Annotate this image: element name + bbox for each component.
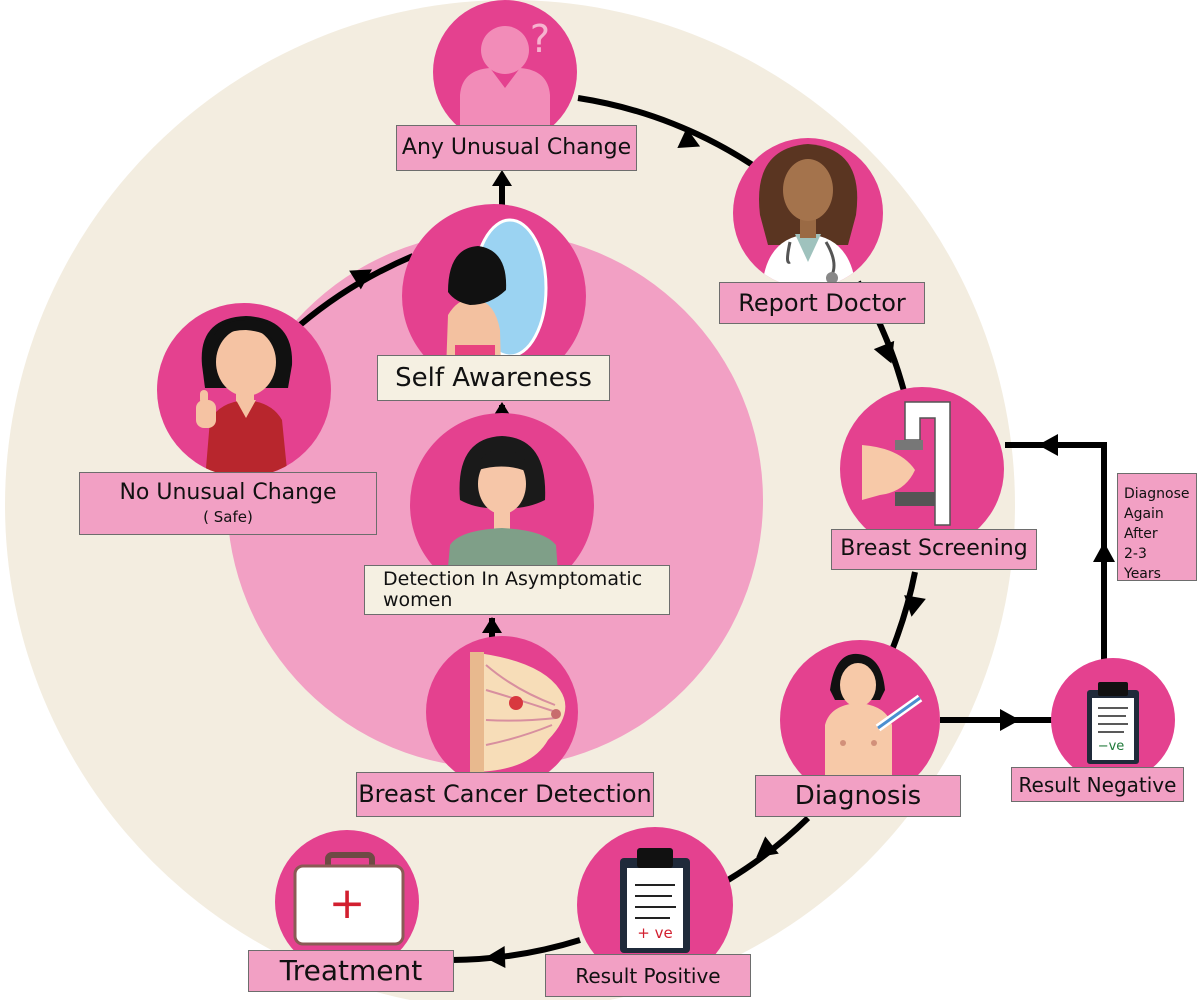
arrow-to-self-awareness [349, 269, 372, 290]
thumbs-up-woman-icon [196, 316, 293, 477]
arrowheads [349, 128, 1115, 968]
arrow-to-report-doctor [677, 128, 701, 148]
result-negative-node: −ve [1051, 658, 1175, 782]
note-line-2: Again [1124, 506, 1164, 522]
result-positive-text: Result Positive [575, 963, 721, 988]
breast-screening-node [840, 387, 1004, 551]
doctor-icon [759, 144, 858, 288]
self-awareness-text: Self Awareness [395, 362, 592, 393]
treatment-node: + [275, 830, 419, 974]
note-line-4: 2-3 [1124, 546, 1147, 562]
any-unusual-change-label: Any Unusual Change [396, 125, 637, 171]
clipboard-negative-icon [1087, 682, 1139, 764]
biopsy-patient-icon [825, 653, 923, 780]
diagnose-again-note: Diagnose Again After 2-3 Years [1117, 473, 1197, 582]
diagnosis-node [780, 640, 940, 800]
note-line-3: After [1124, 526, 1158, 542]
arrow-to-result-negative [1000, 709, 1020, 731]
result-negative-label: Result Negative [1011, 767, 1184, 802]
breast-cancer-detection-text: Breast Cancer Detection [358, 780, 652, 809]
arrow-to-diagnosis [904, 595, 926, 617]
arrow-to-screening-loop [1038, 434, 1058, 456]
note-line-1: Diagnose [1124, 486, 1190, 502]
treatment-text: Treatment [279, 953, 423, 987]
arrow-to-result-positive [756, 836, 779, 858]
treatment-label: Treatment [248, 950, 454, 992]
negative-result-text: −ve [1098, 739, 1125, 754]
diagnosis-text: Diagnosis [794, 780, 922, 811]
result-negative-text: Result Negative [1018, 772, 1177, 797]
any-unusual-change-text: Any Unusual Change [401, 134, 632, 160]
no-unusual-change-label: No Unusual Change ( Safe) [79, 472, 377, 535]
any-unusual-change-node: ? [433, 0, 577, 144]
breast-screening-text: Breast Screening [840, 536, 1028, 562]
no-unusual-change-node [157, 303, 331, 477]
asymptomatic-detection-text: Detection In Asymptomatic women [383, 568, 643, 611]
clipboard-positive-icon [620, 848, 690, 953]
report-doctor-node [733, 138, 883, 288]
note-line-5: Years [1124, 566, 1161, 582]
arrow-to-breast-screening [873, 340, 895, 364]
positive-result-text: + ve [637, 924, 672, 942]
diagnosis-label: Diagnosis [755, 775, 961, 817]
breast-anatomy-icon [470, 652, 566, 772]
asymptomatic-detection-label: Detection In Asymptomatic women [364, 565, 670, 615]
result-positive-label: Result Positive [545, 954, 751, 997]
question-mark-icon: ? [530, 17, 550, 61]
plus-sign-icon: + [329, 878, 366, 929]
arrow-to-any-unusual-change [492, 170, 512, 186]
result-positive-node: + ve [577, 827, 733, 983]
arrow-to-treatment [485, 946, 506, 968]
self-awareness-label: Self Awareness [377, 355, 610, 401]
report-doctor-label: Report Doctor [719, 282, 925, 324]
arrow-up-diagnose-again [1093, 542, 1115, 562]
report-doctor-text: Report Doctor [738, 288, 906, 317]
self-awareness-node [402, 204, 586, 388]
no-unusual-change-subtext: ( Safe) [203, 508, 253, 527]
arrow-to-detection [482, 617, 502, 633]
mammography-machine-icon [862, 401, 951, 526]
breast-screening-label: Breast Screening [831, 529, 1037, 570]
breast-cancer-detection-node [426, 636, 578, 788]
first-aid-kit-icon [293, 852, 405, 946]
breast-cancer-detection-label: Breast Cancer Detection [356, 772, 654, 817]
no-unusual-change-text: No Unusual Change [119, 480, 337, 506]
